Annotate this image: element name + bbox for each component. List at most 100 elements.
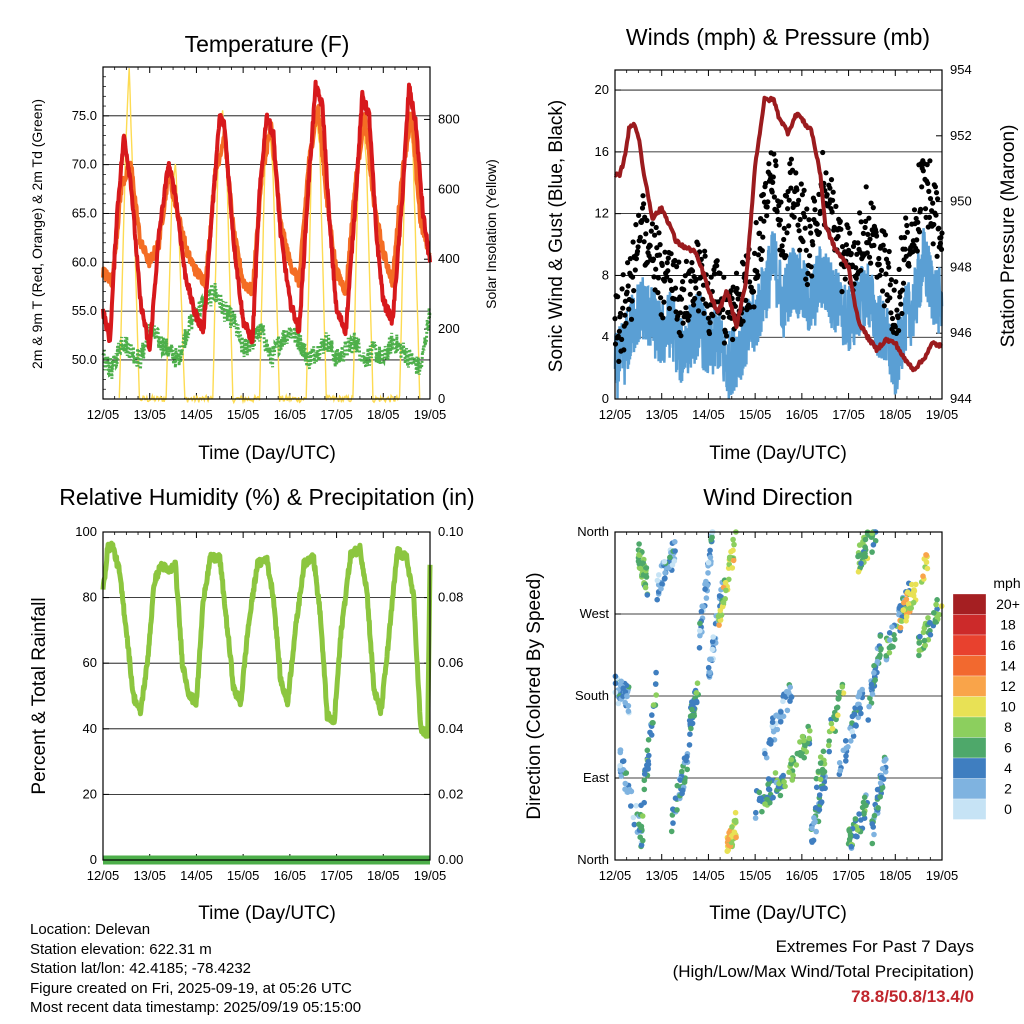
gust-point [842, 276, 848, 282]
direction-point [708, 536, 714, 543]
gust-point [665, 268, 671, 274]
direction-point [615, 700, 622, 707]
gust-point [927, 196, 934, 202]
gust-point [732, 303, 739, 309]
direction-point [867, 695, 873, 701]
humidity-panel: Relative Humidity (%) & Precipitation (i… [29, 484, 475, 924]
direction-point [877, 633, 884, 639]
gust-point [805, 270, 811, 276]
x-tick-label: 16/05 [274, 407, 307, 422]
direction-point [617, 762, 623, 769]
direction-points [612, 529, 945, 854]
direction-point [672, 539, 678, 545]
gust-point [894, 307, 900, 313]
direction-xlabel: Time (Day/UTC) [709, 903, 847, 924]
y2-tick-label: 948 [950, 259, 972, 274]
direction-point [732, 809, 739, 816]
direction-point [910, 599, 917, 606]
direction-point [847, 833, 854, 839]
gust-point [798, 181, 804, 187]
direction-point [707, 547, 713, 554]
gust-point [933, 190, 940, 196]
y2-tick-label: 0.02 [438, 786, 463, 801]
direction-point [722, 579, 729, 586]
gust-point [683, 305, 689, 311]
direction-title: Wind Direction [703, 484, 853, 510]
gust-point [662, 249, 668, 255]
gust-point [847, 230, 853, 236]
y2-tick-label: 0.00 [438, 852, 463, 867]
legend-label: 20+ [996, 596, 1020, 612]
y-tick-label: East [583, 770, 609, 785]
gust-point [784, 230, 790, 236]
gust-point [857, 210, 863, 216]
y2-tick-label: 0.08 [438, 590, 463, 605]
gust-point [893, 279, 899, 285]
gust-point [878, 267, 885, 273]
gust-point [653, 224, 659, 231]
direction-point [813, 784, 820, 791]
x-tick-label: 14/05 [180, 407, 213, 422]
gust-point [681, 287, 687, 293]
y-tick-label: 20 [83, 786, 97, 801]
gust-point [755, 272, 761, 278]
gust-point [886, 264, 892, 270]
x-tick-label: 13/05 [645, 407, 678, 422]
gust-point [724, 333, 730, 339]
direction-point [920, 629, 927, 636]
direction-point [801, 754, 807, 761]
temperature-ylabel: 2m & 9m T (Red, Orange) & 2m Td (Green) [29, 99, 45, 369]
direction-point [835, 695, 842, 701]
legend-swatch [952, 798, 987, 820]
gust-point [625, 260, 631, 266]
gust-point [697, 249, 703, 255]
gust-point [853, 275, 859, 281]
y2-tick-label: 0.10 [438, 524, 463, 539]
direction-point [825, 742, 832, 749]
gust-point [868, 200, 874, 206]
gust-point [711, 271, 718, 277]
gust-point [788, 185, 794, 191]
gust-point [830, 197, 836, 203]
direction-point [920, 573, 926, 579]
direction-point [709, 638, 716, 645]
gust-point [671, 296, 678, 302]
gust-point [661, 278, 668, 284]
gust-point [812, 207, 818, 213]
direction-point [716, 622, 722, 628]
gust-point [636, 212, 642, 218]
gust-point [809, 273, 815, 279]
direction-point [724, 848, 731, 854]
gust-point [763, 180, 769, 187]
legend-label: 4 [1004, 760, 1012, 776]
gust-point [616, 328, 623, 334]
direction-point [667, 554, 673, 561]
gust-point [630, 274, 636, 280]
gust-point [797, 247, 803, 253]
direction-point [661, 558, 668, 565]
direction-point [890, 644, 896, 650]
gust-point [800, 238, 806, 245]
direction-point [816, 792, 823, 798]
direction-point [889, 624, 895, 630]
gust-point [922, 206, 929, 212]
direction-point [826, 748, 832, 755]
gust-point [686, 313, 692, 319]
direction-point [862, 544, 868, 551]
direction-point [641, 771, 648, 777]
x-tick-label: 16/05 [786, 868, 819, 883]
y2-tick-label: 946 [950, 325, 972, 340]
winds-panel: Winds (mph) & Pressure (mb) 0 4 8 12 16 20 944… [546, 24, 1019, 464]
direction-point [870, 542, 877, 548]
direction-point [797, 749, 803, 756]
speed-legend: mph 20+ 18 16 14 12 10 8 6 4 2 0 [952, 575, 1021, 820]
y2-tick-label: 600 [438, 181, 460, 196]
direction-point [624, 693, 630, 700]
direction-point [730, 557, 737, 564]
direction-point [698, 608, 705, 615]
direction-point [782, 783, 788, 790]
extremes-box: Extremes For Past 7 Days (High/Low/Max W… [673, 934, 974, 1009]
direction-point [649, 712, 655, 718]
gust-point [806, 217, 812, 223]
